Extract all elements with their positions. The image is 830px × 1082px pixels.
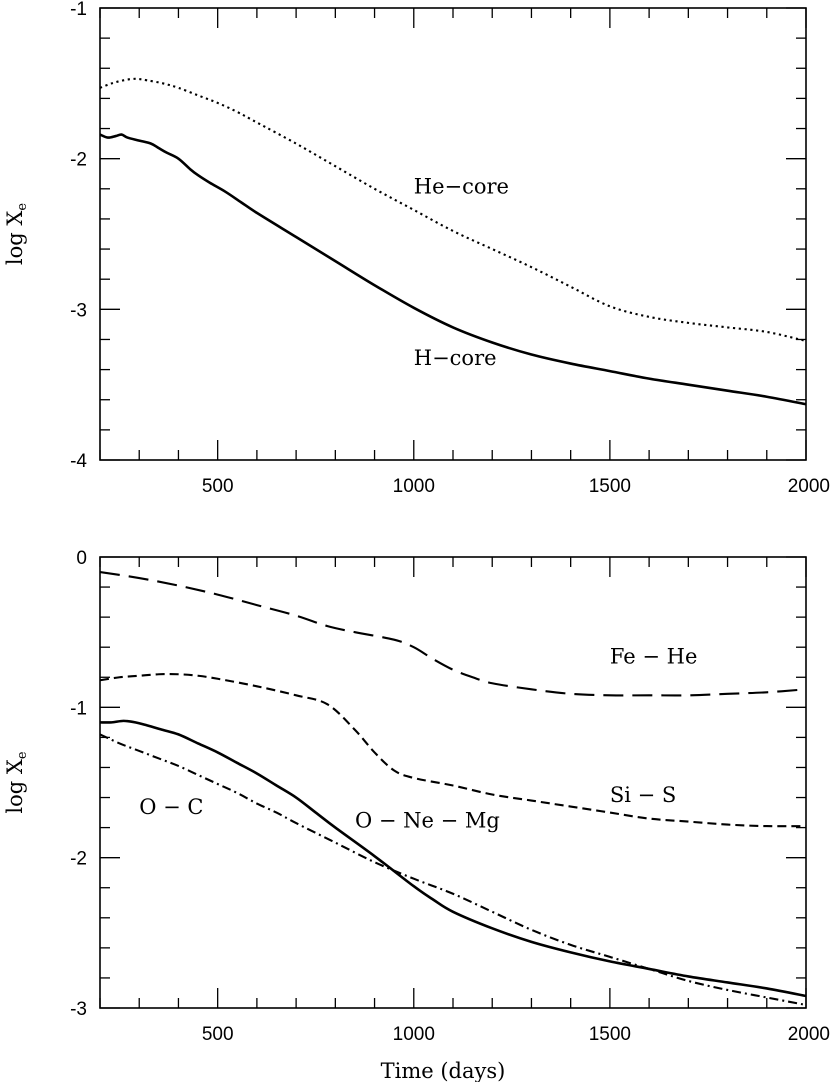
bottom-panel: 500 1000 1500 2000 -3 -2 -1 0 log Xe Time (days) F… — [3, 548, 830, 1082]
y-tick-label: -2 — [70, 150, 87, 171]
y-axis-title: log Xe — [3, 751, 30, 813]
annotation-label: Si − S — [610, 783, 676, 807]
x-tick-label: 500 — [202, 1024, 234, 1045]
y-tick-label: -4 — [70, 451, 87, 472]
series-line-dotted — [100, 77, 806, 342]
y-tick-label: -1 — [70, 698, 87, 719]
top-panel: 500 1000 1500 2000 -4 -3 -2 -1 log Xe He−core H−co… — [3, 0, 830, 497]
series-line-short-dashed — [100, 673, 806, 828]
series-line-solid — [100, 719, 806, 998]
x-tick-label: 500 — [202, 476, 234, 497]
annotation-label: O − Ne − Mg — [355, 809, 500, 833]
y-tick-label: 0 — [76, 548, 87, 569]
x-axis-title: Time (days) — [381, 1059, 506, 1082]
annotation-label: H−core — [414, 346, 497, 370]
x-tick-label: 2000 — [788, 1024, 830, 1045]
annotation-label: O − C — [139, 795, 203, 819]
y-axis-title: log Xe — [3, 203, 30, 265]
annotation-label: He−core — [414, 174, 509, 198]
y-tick-label: -3 — [70, 999, 87, 1020]
series-line-solid — [100, 133, 806, 406]
series-line-long-dashed — [100, 570, 806, 697]
series-line-dash-dot — [100, 733, 806, 1007]
y-tick-label: -1 — [70, 0, 87, 20]
x-tick-label: 1000 — [393, 476, 435, 497]
y-tick-label: -3 — [70, 300, 87, 321]
x-tick-label: 1000 — [393, 1024, 435, 1045]
annotation-label: Fe − He — [610, 645, 698, 669]
x-tick-label: 1500 — [589, 1024, 631, 1045]
x-tick-label: 1500 — [589, 476, 631, 497]
x-tick-label: 2000 — [788, 476, 830, 497]
y-tick-label: -2 — [70, 849, 87, 870]
plot-frame — [99, 556, 807, 1009]
plot-frame — [99, 7, 807, 461]
